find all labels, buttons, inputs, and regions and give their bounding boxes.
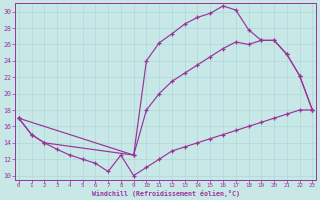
X-axis label: Windchill (Refroidissement éolien,°C): Windchill (Refroidissement éolien,°C) <box>92 190 240 197</box>
